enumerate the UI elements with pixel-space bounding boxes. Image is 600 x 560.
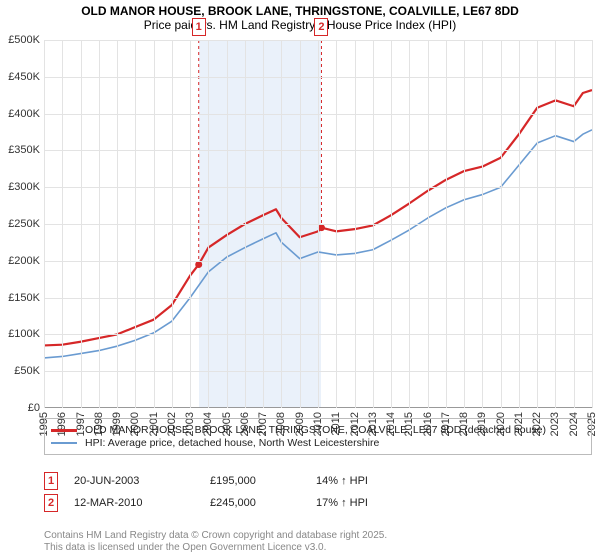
- vgridline: [318, 40, 319, 408]
- vgridline: [464, 40, 465, 408]
- legend-swatch: [51, 442, 77, 444]
- y-tick-label: £300K: [8, 181, 40, 193]
- sale-index: 17% ↑ HPI: [316, 497, 436, 509]
- legend-swatch: [51, 429, 77, 432]
- sale-marker: 1: [44, 472, 58, 490]
- vgridline: [519, 40, 520, 408]
- vgridline: [574, 40, 575, 408]
- y-tick-label: £50K: [14, 365, 40, 377]
- vgridline: [81, 40, 82, 408]
- legend-label: HPI: Average price, detached house, Nort…: [85, 437, 379, 449]
- vgridline: [446, 40, 447, 408]
- y-tick-label: £150K: [8, 292, 40, 304]
- y-tick-label: £400K: [8, 108, 40, 120]
- footer-line: Contains HM Land Registry data © Crown c…: [44, 530, 592, 542]
- sale-date: 12-MAR-2010: [74, 497, 194, 509]
- vgridline: [135, 40, 136, 408]
- vgridline: [555, 40, 556, 408]
- sale-row: 1 20-JUN-2003 £195,000 14% ↑ HPI: [44, 472, 592, 490]
- sale-date: 20-JUN-2003: [74, 475, 194, 487]
- vgridline: [501, 40, 502, 408]
- y-tick-label: £500K: [8, 34, 40, 46]
- title-block: OLD MANOR HOUSE, BROOK LANE, THRINGSTONE…: [0, 0, 600, 34]
- chart: £0£50K£100K£150K£200K£250K£300K£350K£400…: [44, 40, 592, 408]
- legend-item: OLD MANOR HOUSE, BROOK LANE, THRINGSTONE…: [51, 424, 585, 436]
- vgridline: [154, 40, 155, 408]
- footer: Contains HM Land Registry data © Crown c…: [44, 530, 592, 554]
- vgridline: [391, 40, 392, 408]
- marker-dot: [195, 261, 202, 268]
- legend-item: HPI: Average price, detached house, Nort…: [51, 437, 585, 449]
- vgridline: [409, 40, 410, 408]
- vgridline: [373, 40, 374, 408]
- legend: OLD MANOR HOUSE, BROOK LANE, THRINGSTONE…: [44, 418, 592, 455]
- title-address: OLD MANOR HOUSE, BROOK LANE, THRINGSTONE…: [6, 4, 594, 18]
- sale-price: £195,000: [210, 475, 300, 487]
- vgridline: [537, 40, 538, 408]
- vgridline: [99, 40, 100, 408]
- sale-row: 2 12-MAR-2010 £245,000 17% ↑ HPI: [44, 494, 592, 512]
- y-tick-label: £450K: [8, 71, 40, 83]
- sale-index: 14% ↑ HPI: [316, 475, 436, 487]
- vgridline: [281, 40, 282, 408]
- vgridline: [62, 40, 63, 408]
- vgridline: [263, 40, 264, 408]
- page: OLD MANOR HOUSE, BROOK LANE, THRINGSTONE…: [0, 0, 600, 560]
- vgridline: [355, 40, 356, 408]
- vgridline: [208, 40, 209, 408]
- vgridline: [336, 40, 337, 408]
- y-tick-label: £250K: [8, 218, 40, 230]
- vgridline: [172, 40, 173, 408]
- vgridline: [428, 40, 429, 408]
- marker-box: 2: [314, 18, 328, 36]
- vgridline: [300, 40, 301, 408]
- vgridline: [117, 40, 118, 408]
- marker-dot: [318, 224, 325, 231]
- footer-line: This data is licensed under the Open Gov…: [44, 542, 592, 554]
- vgridline: [190, 40, 191, 408]
- vgridline: [227, 40, 228, 408]
- legend-label: OLD MANOR HOUSE, BROOK LANE, THRINGSTONE…: [85, 424, 546, 436]
- y-tick-label: £200K: [8, 255, 40, 267]
- vgridline: [245, 40, 246, 408]
- vgridline: [482, 40, 483, 408]
- sale-price: £245,000: [210, 497, 300, 509]
- plot-area: £0£50K£100K£150K£200K£250K£300K£350K£400…: [44, 40, 592, 408]
- sale-marker: 2: [44, 494, 58, 512]
- marker-box: 1: [192, 18, 206, 36]
- vgridline: [592, 40, 593, 408]
- title-subtitle: Price paid vs. HM Land Registry's House …: [6, 18, 594, 32]
- y-tick-label: £100K: [8, 328, 40, 340]
- y-tick-label: £350K: [8, 144, 40, 156]
- vgridline: [44, 40, 45, 408]
- sales-table: 1 20-JUN-2003 £195,000 14% ↑ HPI 2 12-MA…: [44, 468, 592, 516]
